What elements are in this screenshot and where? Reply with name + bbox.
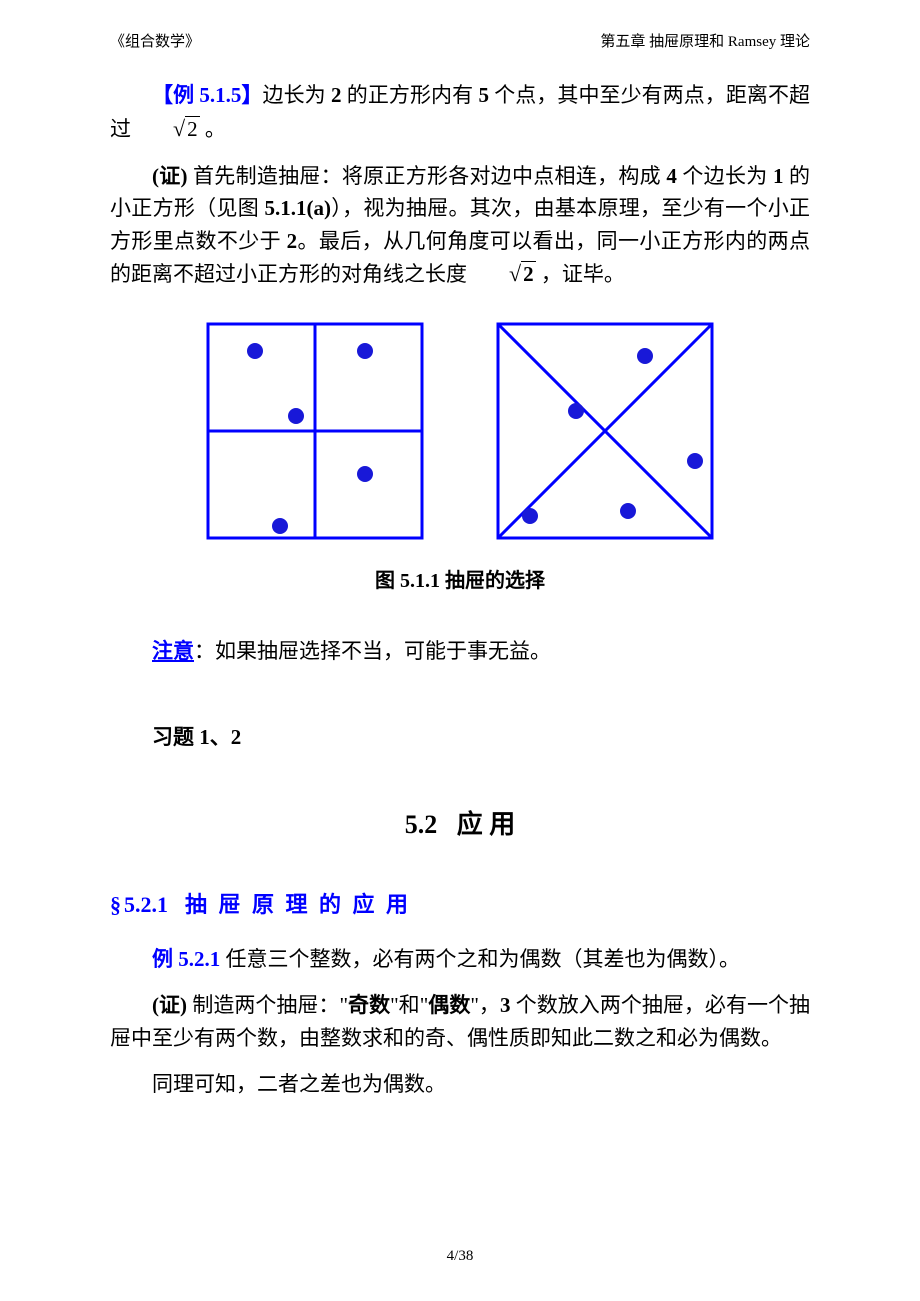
example-text-a: 边长为: [263, 83, 331, 107]
example-text-b: 的正方形内有: [342, 83, 479, 107]
spacer: [110, 681, 810, 721]
note-label: 注意: [152, 639, 194, 663]
sqrt-value: 2: [521, 261, 536, 286]
example-n5: 5: [478, 83, 489, 107]
example-5-2-1: 例 5.2.1 任意三个整数，必有两个之和为偶数（其差也为偶数）。: [110, 943, 810, 976]
proof-s1f: ，证毕。: [536, 262, 625, 286]
example-label-close: 】: [241, 83, 262, 107]
proof-n3: 3: [500, 993, 511, 1017]
note: 注意：如果抽屉选择不当，可能于事无益。: [110, 635, 810, 668]
example-label-open: 【: [152, 83, 173, 107]
subsec-title: 抽 屉 原 理 的 应 用: [185, 892, 411, 917]
proof-s1a: 首先制造抽屉：将原正方形各对边中点相连，构成: [193, 164, 666, 188]
example-n2: 2: [331, 83, 342, 107]
exercise-ref: 习题 1、2: [110, 721, 810, 754]
proof-tail: 同理可知，二者之差也为偶数。: [152, 1072, 446, 1096]
example-text-d: 。: [200, 117, 226, 141]
figure-5-1-1-a: [200, 316, 430, 546]
page: 《组合数学》 第五章 抽屉原理和 Ramsey 理论 【例 5.1.5】边长为 …: [0, 0, 920, 1301]
figure-caption: 图 5.1.1 抽屉的选择: [110, 564, 810, 593]
example-label: 例 5.1.5: [173, 83, 241, 107]
sqrt-icon: 2: [467, 257, 536, 291]
proof-label: (证): [152, 993, 192, 1017]
proof-a: 制造两个抽屉：": [192, 993, 348, 1017]
section-5-2-title: 5.2 应 用: [110, 804, 810, 841]
proof-s1b: 个边长为: [677, 164, 773, 188]
caption-text: 抽屉的选择: [440, 570, 545, 592]
subsection-5-2-1: §5.2.1 抽 屉 原 理 的 应 用: [110, 887, 810, 919]
proof-figref: 5.1.1(a): [265, 196, 332, 220]
sqrt-value: 2: [185, 116, 200, 141]
caption-prefix: 图: [375, 570, 400, 592]
exercise-nums: 1、2: [199, 725, 241, 749]
proof-label: (证): [152, 164, 193, 188]
section-num: 5.2: [405, 810, 438, 839]
caption-num: 5.1.1: [400, 570, 440, 592]
figure-row: [110, 316, 810, 546]
figure-5-1-1-b: [490, 316, 720, 546]
proof-n2: 2: [287, 229, 298, 253]
proof-5-2-1: (证) 制造两个抽屉："奇数"和"偶数"，3 个数放入两个抽屉，必有一个抽屉中至…: [110, 989, 810, 1054]
sqrt-icon: 2: [131, 112, 200, 146]
proof-5-1-5: (证) 首先制造抽屉：将原正方形各对边中点相连，构成 4 个边长为 1 的小正方…: [110, 160, 810, 292]
example-label: 例 5.2.1: [152, 947, 220, 971]
note-colon: ：: [194, 639, 215, 663]
proof-n4: 4: [666, 164, 677, 188]
section-title: 应 用: [457, 810, 516, 839]
subsec-prefix: §: [110, 892, 124, 917]
header-right: 第五章 抽屉原理和 Ramsey 理论: [600, 30, 810, 51]
proof-even: 偶数: [428, 993, 470, 1017]
proof-n1: 1: [773, 164, 784, 188]
example-5-1-5: 【例 5.1.5】边长为 2 的正方形内有 5 个点，其中至少有两点，距离不超过…: [110, 79, 810, 146]
subsec-num: 5.2.1: [124, 892, 168, 917]
proof-mid: "和": [390, 993, 428, 1017]
proof-b: "，: [470, 993, 500, 1017]
example-body: 任意三个整数，必有两个之和为偶数（其差也为偶数）。: [220, 947, 740, 971]
page-footer: 4/38: [0, 1248, 920, 1265]
page-header: 《组合数学》 第五章 抽屉原理和 Ramsey 理论: [110, 30, 810, 51]
note-text: 如果抽屉选择不当，可能于事无益。: [215, 639, 551, 663]
header-left: 《组合数学》: [110, 30, 200, 51]
proof-odd: 奇数: [348, 993, 390, 1017]
exercise-label: 习题: [152, 725, 199, 749]
proof-5-2-1-tail: 同理可知，二者之差也为偶数。: [110, 1068, 810, 1101]
